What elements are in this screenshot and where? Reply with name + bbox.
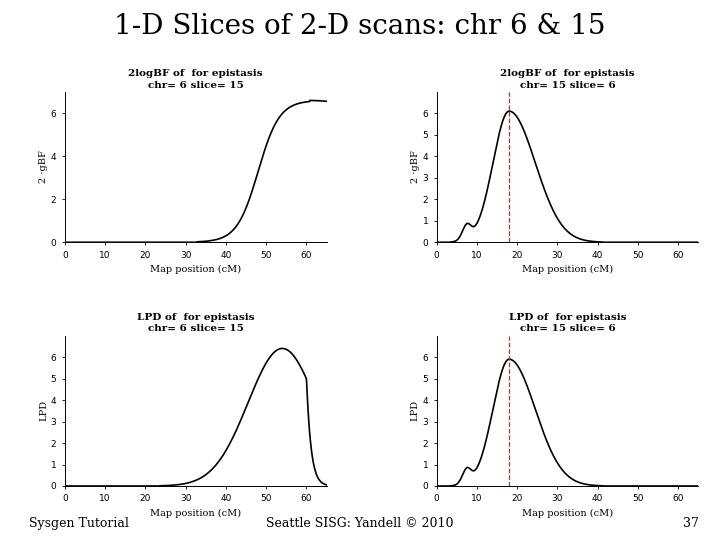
Text: Sysgen Tutorial: Sysgen Tutorial [29,517,129,530]
Text: Seattle SISG: Yandell © 2010: Seattle SISG: Yandell © 2010 [266,517,454,530]
X-axis label: Map position (cM): Map position (cM) [522,265,613,274]
Y-axis label: 2 ·gBF: 2 ·gBF [410,151,420,184]
Title: LPD of  for epistasis
chr= 6 slice= 15: LPD of for epistasis chr= 6 slice= 15 [137,313,254,333]
Y-axis label: LPD: LPD [39,400,48,421]
Text: 37: 37 [683,517,698,530]
Y-axis label: 2 ·gBF: 2 ·gBF [39,151,48,184]
X-axis label: Map position (cM): Map position (cM) [522,509,613,518]
Title: 2logBF of  for epistasis
chr= 6 slice= 15: 2logBF of for epistasis chr= 6 slice= 15 [128,69,263,90]
Title: LPD of  for epistasis
chr= 15 slice= 6: LPD of for epistasis chr= 15 slice= 6 [509,313,626,333]
X-axis label: Map position (cM): Map position (cM) [150,265,241,274]
Title: 2logBF of  for epistasis
chr= 15 slice= 6: 2logBF of for epistasis chr= 15 slice= 6 [500,69,635,90]
Text: 1-D Slices of 2-D scans: chr 6 & 15: 1-D Slices of 2-D scans: chr 6 & 15 [114,14,606,40]
X-axis label: Map position (cM): Map position (cM) [150,509,241,518]
Y-axis label: LPD: LPD [410,400,420,421]
